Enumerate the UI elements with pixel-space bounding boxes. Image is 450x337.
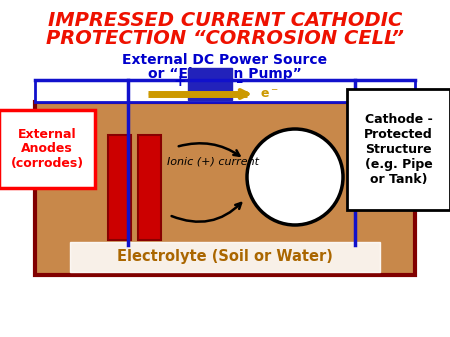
Text: Electrolyte (Soil or Water): Electrolyte (Soil or Water) [117,249,333,265]
Circle shape [247,129,343,225]
Text: Ionic (+) current: Ionic (+) current [167,157,259,167]
FancyBboxPatch shape [70,242,380,272]
Text: External
Anodes
(corrodes): External Anodes (corrodes) [10,127,84,171]
Text: +: + [174,74,186,90]
Text: PROTECTION “CORROSION CELL”: PROTECTION “CORROSION CELL” [46,29,404,48]
FancyBboxPatch shape [0,110,95,188]
Text: e$^-$: e$^-$ [260,88,279,100]
Text: IMPRESSED CURRENT CATHODIC: IMPRESSED CURRENT CATHODIC [48,11,402,30]
FancyBboxPatch shape [138,135,161,240]
Text: -: - [236,73,244,91]
FancyBboxPatch shape [188,68,232,100]
FancyBboxPatch shape [35,80,415,102]
Text: or “Electron Pump”: or “Electron Pump” [148,67,302,81]
Text: Cathode -
Protected
Structure
(e.g. Pipe
or Tank): Cathode - Protected Structure (e.g. Pipe… [364,113,433,186]
FancyBboxPatch shape [108,135,131,240]
Text: External DC Power Source: External DC Power Source [122,53,328,67]
FancyBboxPatch shape [347,89,450,210]
FancyBboxPatch shape [35,102,415,275]
